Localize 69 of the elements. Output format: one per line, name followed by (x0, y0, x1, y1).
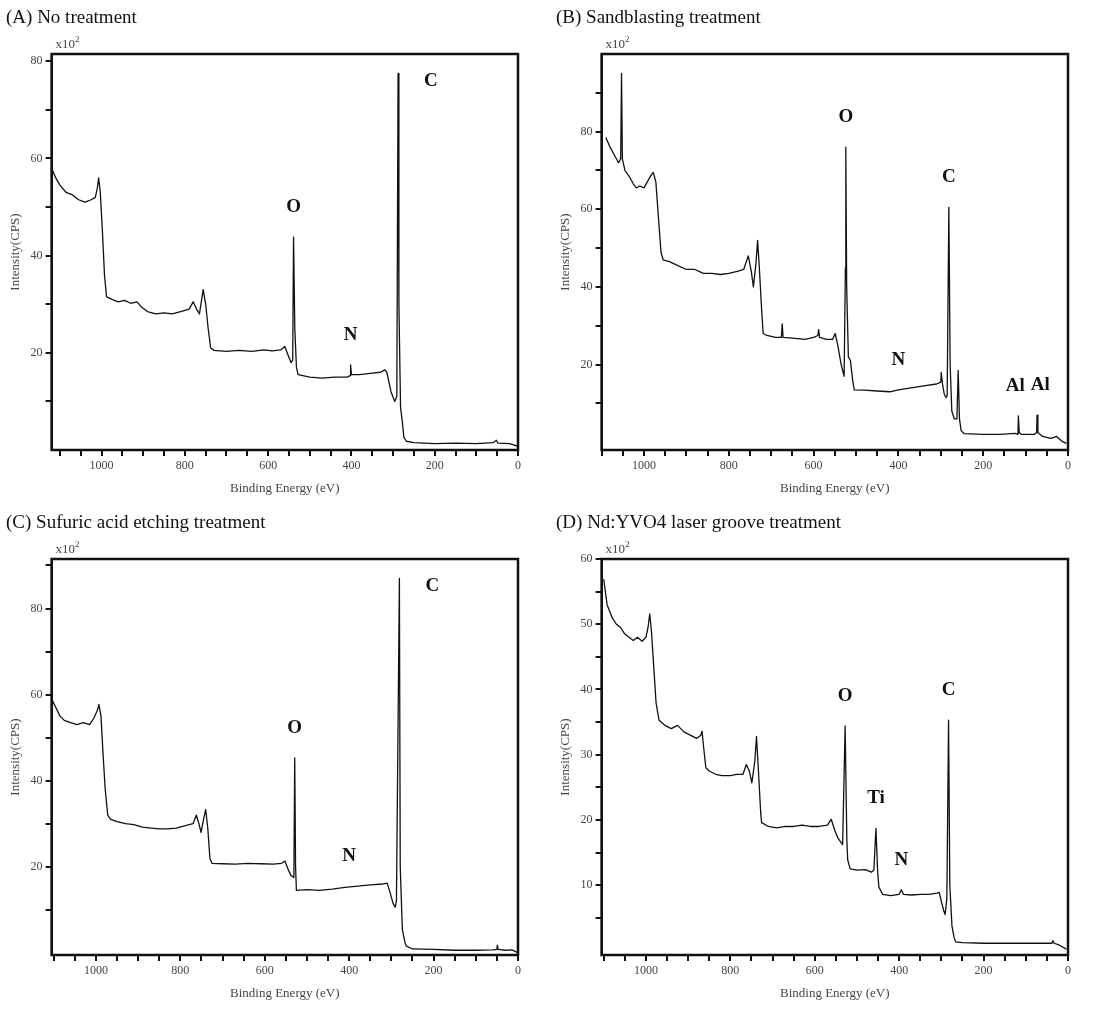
annotation: C (425, 574, 440, 596)
y-axis-title: Intensity(CPS) (7, 213, 23, 291)
annotation: Al (1005, 373, 1025, 395)
y-tick-label: 20 (580, 812, 593, 827)
x-tick-label: 800 (721, 963, 740, 978)
y-tick-label: 60 (30, 686, 43, 701)
y-tick-label: 40 (30, 247, 43, 262)
y-tick-label: 80 (580, 123, 593, 138)
x-tick-label: 1000 (83, 963, 108, 978)
x-tick-label: 1000 (633, 963, 658, 978)
x-tick-label: 800 (171, 963, 190, 978)
annotation: O (838, 105, 854, 127)
x-tick-label: 200 (424, 963, 443, 978)
y-tick-label: 50 (580, 616, 593, 631)
y-tick-label: 10 (580, 877, 593, 892)
annotation: N (894, 847, 909, 869)
x-axis-title: Binding Energy (eV) (780, 479, 890, 495)
annotation: N (891, 347, 906, 369)
x-tick-label: 0 (515, 458, 521, 473)
y-tick-label: 60 (580, 201, 593, 216)
y-tick-label: 20 (30, 344, 43, 359)
y-tick-label: 80 (30, 600, 43, 615)
x-tick-label: 0 (1065, 458, 1071, 473)
y-axis-title: Intensity(CPS) (557, 718, 573, 796)
x-tick-label: 400 (340, 963, 359, 978)
x-tick-label: 400 (890, 963, 909, 978)
annotation: Al (1030, 372, 1050, 394)
y-tick-label: 20 (580, 356, 593, 371)
y-tick-label: 60 (580, 551, 593, 566)
x-tick-label: 1000 (632, 458, 656, 473)
annotation: C (941, 678, 956, 700)
x-tick-label: 200 (974, 458, 993, 473)
annotation: O (837, 683, 853, 705)
chart-title: (B) Sandblasting treatment (556, 6, 762, 29)
x-axis-title: Binding Energy (eV) (230, 479, 340, 495)
x-tick-label: 600 (804, 458, 823, 473)
x-tick-label: 200 (974, 963, 993, 978)
x-tick-label: 1000 (89, 458, 114, 473)
y-tick-label: 80 (30, 53, 43, 68)
annotation: C (424, 69, 438, 91)
annotation: Ti (867, 786, 885, 808)
x-tick-label: 800 (175, 458, 194, 473)
x-axis-title: Binding Energy (eV) (230, 984, 340, 1000)
y-axis-title: Intensity(CPS) (557, 213, 573, 291)
x-tick-label: 0 (515, 963, 521, 978)
chart-title: (A) No treatment (6, 6, 138, 29)
chart-title: (C) Sufuric acid etching treatment (6, 511, 267, 534)
x-tick-label: 600 (259, 458, 278, 473)
x-tick-label: 400 (889, 458, 908, 473)
x-tick-label: 600 (805, 963, 824, 978)
annotation: N (342, 844, 357, 866)
x-axis-title: Binding Energy (eV) (780, 984, 890, 1000)
annotation: O (286, 195, 301, 217)
x-tick-label: 200 (425, 458, 444, 473)
y-tick-label: 60 (30, 150, 43, 165)
x-tick-label: 0 (1065, 963, 1071, 978)
annotation: N (343, 322, 358, 344)
chart-title: (D) Nd:YVO4 laser groove treatment (556, 511, 842, 534)
x-tick-label: 800 (719, 458, 738, 473)
annotation: C (941, 165, 956, 187)
y-tick-label: 30 (580, 746, 593, 761)
x-tick-label: 600 (255, 963, 274, 978)
y-tick-label: 40 (30, 772, 43, 787)
y-tick-label: 40 (580, 279, 593, 294)
y-tick-label: 20 (30, 858, 43, 873)
y-axis-title: Intensity(CPS) (7, 718, 23, 796)
x-tick-label: 400 (342, 458, 361, 473)
y-tick-label: 40 (580, 681, 593, 696)
annotation: O (287, 715, 303, 737)
